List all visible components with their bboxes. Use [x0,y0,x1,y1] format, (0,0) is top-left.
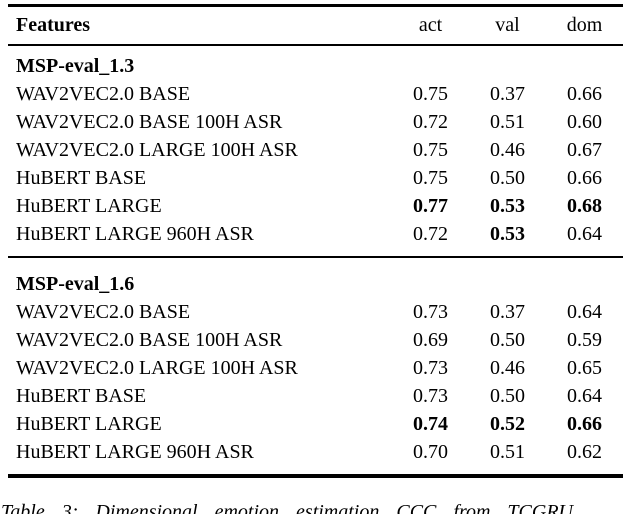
feature-label: HuBERT LARGE [16,412,162,435]
value-cell: 0.75 [413,138,448,161]
table-caption: Table 3: Dimensional emotion estimation … [1,501,573,514]
value-cell: 0.73 [413,300,448,323]
table-row: WAV2VEC2.0 BASE 100H ASR 0.72 0.51 0.60 [8,108,623,136]
bottom-rule [8,474,623,478]
value-cell: 0.70 [413,440,448,463]
value-cell: 0.74 [413,412,448,435]
value-cell: 0.67 [567,138,602,161]
table-row: HuBERT LARGE 960H ASR 0.70 0.51 0.62 [8,438,623,466]
feature-label: HuBERT LARGE 960H ASR [16,440,254,463]
value-cell: 0.50 [490,384,525,407]
table-row: HuBERT BASE 0.73 0.50 0.64 [8,382,623,410]
table-row: HuBERT BASE 0.75 0.50 0.66 [8,164,623,192]
table-section: MSP-eval_1.6 WAV2VEC2.0 BASE 0.73 0.37 0.64 W… [8,258,623,474]
section-divider-rule [8,256,623,258]
value-cell: 0.69 [413,328,448,351]
value-cell: 0.68 [567,194,602,217]
col-header-dom: dom [566,14,603,36]
top-rule [8,4,623,7]
value-cell: 0.77 [413,194,448,217]
section-title-row: MSP-eval_1.3 [8,52,623,80]
feature-label: HuBERT LARGE 960H ASR [16,222,254,245]
value-cell: 0.46 [490,356,525,379]
table-row: WAV2VEC2.0 BASE 100H ASR 0.69 0.50 0.59 [8,326,623,354]
value-cell: 0.66 [567,82,602,105]
table-row: HuBERT LARGE 960H ASR 0.72 0.53 0.64 [8,220,623,248]
section-title-row: MSP-eval_1.6 [8,270,623,298]
value-cell: 0.73 [413,356,448,379]
feature-label: WAV2VEC2.0 LARGE 100H ASR [16,356,298,379]
value-cell: 0.72 [413,222,448,245]
table-row: HuBERT LARGE 0.77 0.53 0.68 [8,192,623,220]
feature-label: HuBERT LARGE [16,194,162,217]
table-body: MSP-eval_1.3 WAV2VEC2.0 BASE 0.75 0.37 0.66 W… [8,46,623,474]
value-cell: 0.59 [567,328,602,351]
value-cell: 0.50 [490,166,525,189]
value-cell: 0.64 [567,222,602,245]
table-row: WAV2VEC2.0 LARGE 100H ASR 0.75 0.46 0.67 [8,136,623,164]
value-cell: 0.51 [490,110,525,133]
value-cell: 0.72 [413,110,448,133]
value-cell: 0.75 [413,166,448,189]
feature-label: WAV2VEC2.0 BASE [16,82,191,105]
section-title: MSP-eval_1.6 [16,272,135,295]
header-rule [8,44,623,46]
value-cell: 0.50 [490,328,525,351]
features-column-header: Features [16,14,91,36]
col-header-val: val [495,14,520,36]
results-table: Features act val dom MSP-eval_1.3 WAV2VEC… [8,4,623,478]
value-cell: 0.37 [490,300,525,323]
value-cell: 0.73 [413,384,448,407]
table-row: HuBERT LARGE 0.74 0.52 0.66 [8,410,623,438]
value-cell: 0.66 [567,412,602,435]
table-row: WAV2VEC2.0 LARGE 100H ASR 0.73 0.46 0.65 [8,354,623,382]
section-title: MSP-eval_1.3 [16,54,135,77]
value-cell: 0.66 [567,166,602,189]
value-cell: 0.64 [567,384,602,407]
feature-label: WAV2VEC2.0 BASE [16,300,191,323]
value-cell: 0.65 [567,356,602,379]
value-cell: 0.53 [490,222,525,245]
value-cell: 0.62 [567,440,602,463]
table-row: WAV2VEC2.0 BASE 0.73 0.37 0.64 [8,298,623,326]
value-cell: 0.37 [490,82,525,105]
value-cell: 0.46 [490,138,525,161]
value-cell: 0.53 [490,194,525,217]
value-cell: 0.51 [490,440,525,463]
table-section: MSP-eval_1.3 WAV2VEC2.0 BASE 0.75 0.37 0.66 W… [8,46,623,256]
feature-label: HuBERT BASE [16,166,147,189]
feature-label: WAV2VEC2.0 LARGE 100H ASR [16,138,298,161]
value-cell: 0.60 [567,110,602,133]
col-header-act: act [418,14,443,36]
value-cell: 0.52 [490,412,525,435]
table-header-row: Features act val dom [8,7,623,44]
feature-label: WAV2VEC2.0 BASE 100H ASR [16,110,283,133]
value-cell: 0.64 [567,300,602,323]
feature-label: HuBERT BASE [16,384,147,407]
value-cell: 0.75 [413,82,448,105]
feature-label: WAV2VEC2.0 BASE 100H ASR [16,328,283,351]
table-row: WAV2VEC2.0 BASE 0.75 0.37 0.66 [8,80,623,108]
